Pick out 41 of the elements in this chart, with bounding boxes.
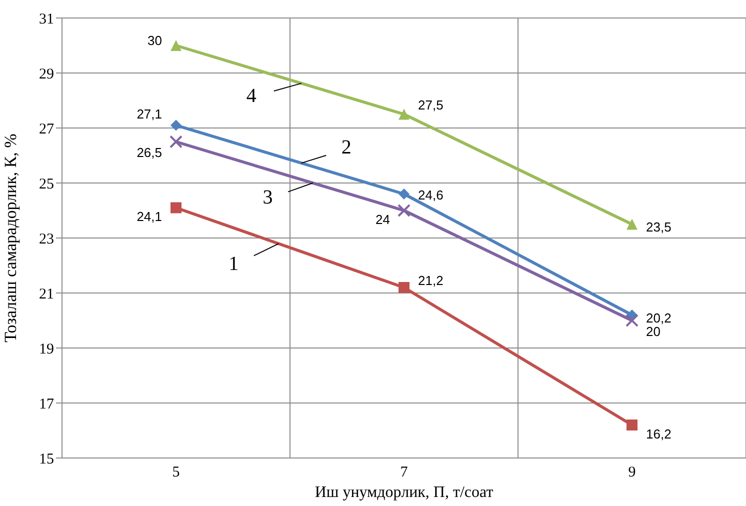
point <box>398 282 410 293</box>
series-label: 4 <box>246 84 256 107</box>
data-label: 24,1 <box>136 209 162 224</box>
x-tick-label: 5 <box>172 464 180 481</box>
y-tick-label: 29 <box>39 66 54 82</box>
data-label: 20,2 <box>646 310 672 326</box>
point <box>170 40 182 51</box>
data-label: 20 <box>646 324 660 339</box>
data-label: 23,5 <box>646 220 672 235</box>
point <box>398 204 410 217</box>
data-label: 24 <box>376 212 390 227</box>
y-tick-label: 27 <box>39 121 54 138</box>
x-axis-title: Иш унумдорлик, П, т/соат <box>314 484 494 501</box>
data-label: 30 <box>148 32 162 48</box>
data-label: 26,5 <box>136 145 162 160</box>
y-tick-label: 31 <box>39 11 54 28</box>
point <box>170 135 182 148</box>
data-label: 24,6 <box>418 187 444 202</box>
series-label: 1 <box>228 253 239 276</box>
point <box>398 188 410 200</box>
point <box>170 120 182 131</box>
point <box>626 314 638 327</box>
y-tick-label: 15 <box>39 451 54 468</box>
y-tick-label: 25 <box>39 176 54 192</box>
point <box>626 420 638 430</box>
data-label: 21,2 <box>418 272 444 288</box>
point <box>626 218 638 230</box>
y-tick-label: 17 <box>39 396 54 412</box>
x-tick-label: 7 <box>400 464 408 481</box>
x-tick-label: 9 <box>628 464 636 481</box>
data-label: 27,1 <box>136 106 162 122</box>
point <box>170 202 182 214</box>
y-tick-label: 19 <box>39 341 54 358</box>
y-axis-title: Тозалаш самарадорлик, К, % <box>1 134 20 342</box>
y-tick-label: 23 <box>39 231 54 248</box>
data-label: 16,2 <box>646 426 672 442</box>
data-label: 27,5 <box>418 98 444 113</box>
series-label: 3 <box>262 186 273 209</box>
point <box>398 108 410 120</box>
series-label: 2 <box>341 136 352 159</box>
y-tick-label: 21 <box>39 286 54 302</box>
